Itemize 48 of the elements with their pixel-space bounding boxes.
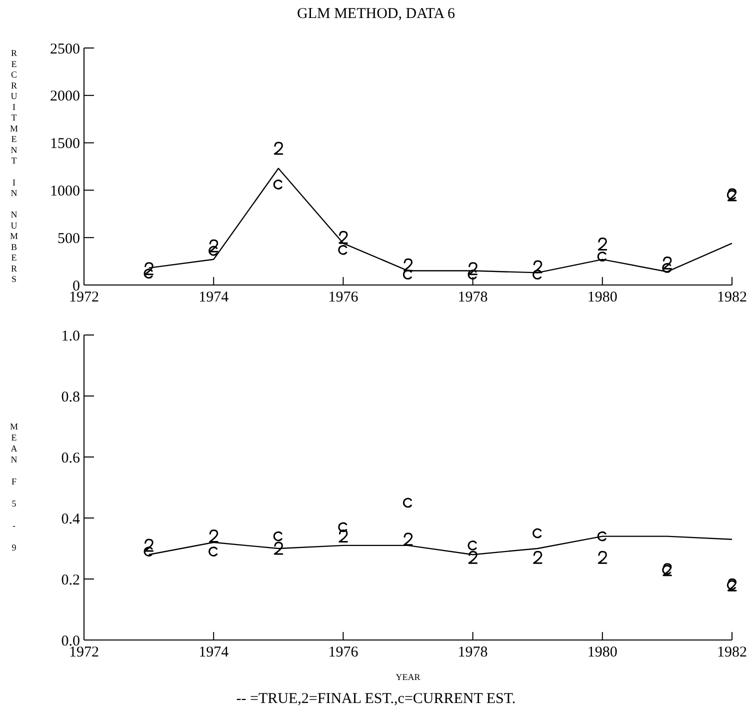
- x-tick-label: 1978: [458, 290, 488, 306]
- point: [598, 237, 608, 250]
- point: [402, 498, 412, 508]
- point: [468, 550, 478, 564]
- point: [208, 546, 218, 556]
- point: [273, 531, 282, 542]
- y-tick-label: 1.0: [61, 328, 80, 344]
- point: [468, 540, 477, 550]
- point: [597, 252, 606, 262]
- x-tick-label: 1976: [328, 644, 359, 661]
- point: [532, 528, 542, 538]
- text: RECRUITMENT IN NUMBERS: [10, 48, 18, 284]
- x-tick-label: 1974: [198, 644, 230, 661]
- point: [597, 531, 606, 542]
- x-tick-label: 1976: [328, 290, 359, 306]
- text: -- =TRUE,2=FINAL EST.,c=CURRENT EST.: [235, 691, 517, 708]
- point: [598, 550, 608, 564]
- point: [338, 522, 348, 532]
- chart-title: GLM METHOD, DATA 6: [296, 6, 456, 23]
- point: [209, 239, 218, 252]
- y-tick-label: 0.4: [61, 511, 80, 528]
- point: [273, 180, 282, 190]
- point: [403, 532, 413, 546]
- x-tick-label: 1974: [198, 290, 230, 306]
- point: [209, 530, 218, 543]
- y-tick-label: 500: [58, 230, 80, 247]
- y-tick-label: 1000: [50, 184, 80, 200]
- point: [144, 262, 154, 276]
- x-axis-title: YEAR: [396, 672, 420, 682]
- point: [533, 550, 542, 564]
- y-tick-label: 0.2: [61, 572, 80, 588]
- x-tick-label: 1978: [458, 644, 488, 661]
- point: [274, 542, 284, 555]
- x-tick-label: 1982: [717, 290, 747, 306]
- y-tick-label: 2000: [50, 88, 80, 105]
- point: [662, 256, 672, 270]
- text: MEAN F 5 - 9: [10, 422, 18, 552]
- point: [274, 142, 284, 155]
- x-tick-label: 1980: [587, 644, 618, 661]
- y-tick-label: 0.6: [61, 450, 80, 466]
- x-tick-label: 1982: [717, 644, 747, 661]
- x-tick-label: 1980: [587, 290, 618, 306]
- point: [338, 530, 348, 543]
- y-tick-label: 0.8: [61, 389, 80, 406]
- y-tick-label: 1500: [50, 136, 80, 152]
- point: [338, 245, 348, 255]
- point: [338, 230, 348, 244]
- y-tick-label: 2500: [50, 41, 80, 58]
